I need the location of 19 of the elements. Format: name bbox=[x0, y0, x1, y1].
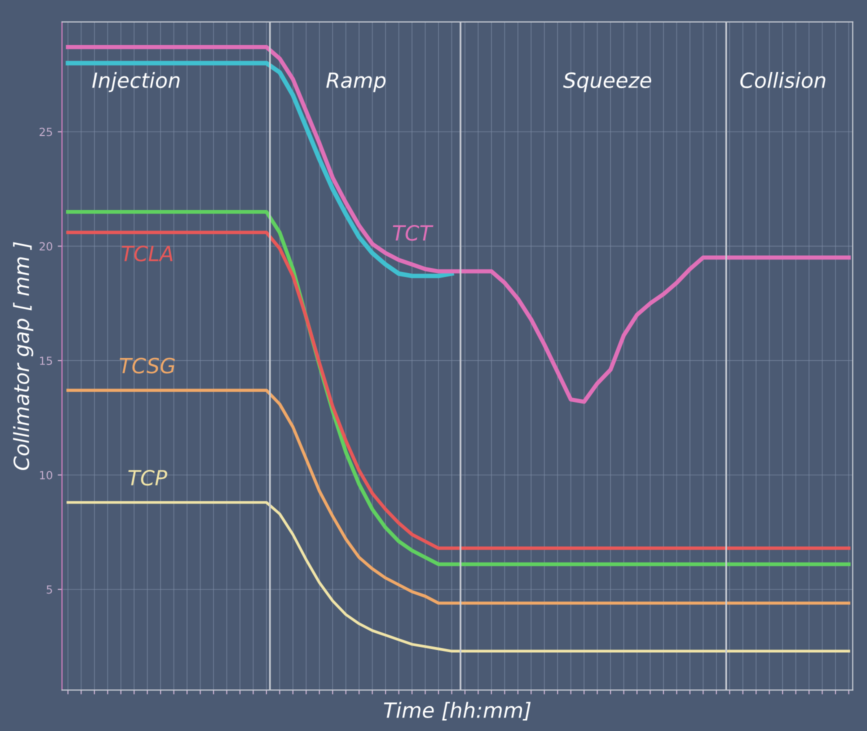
y-tick-label: 25 bbox=[40, 128, 52, 136]
series-label: TCT bbox=[392, 225, 434, 241]
x-axis-title: Time [hh:mm] bbox=[384, 702, 531, 720]
series-label: TCLA bbox=[122, 246, 172, 262]
y-tick-label: 15 bbox=[40, 356, 52, 365]
y-tick-label: 20 bbox=[40, 242, 52, 251]
y-axis-title: Collimator gap [ mm ] bbox=[13, 242, 34, 470]
line-series bbox=[66, 501, 850, 653]
annotation: Ramp bbox=[326, 72, 386, 92]
annotation: Squeeze bbox=[563, 72, 652, 92]
line-series bbox=[66, 388, 850, 605]
line-series bbox=[66, 60, 454, 278]
y-tick-label: 10 bbox=[40, 470, 52, 480]
y-tick-label: 5 bbox=[46, 586, 52, 594]
line-series bbox=[66, 45, 851, 404]
series-label: TCP bbox=[128, 470, 168, 486]
series-label: TCSG bbox=[120, 358, 175, 374]
annotation: Injection bbox=[92, 72, 180, 92]
annotation: Collision bbox=[740, 72, 826, 88]
